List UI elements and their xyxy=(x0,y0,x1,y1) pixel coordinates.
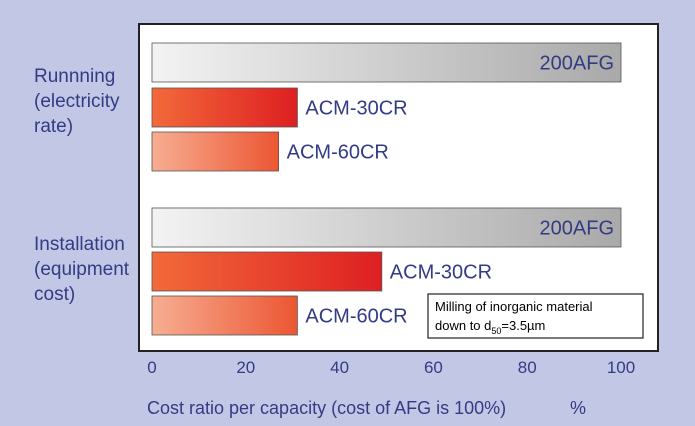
x-tick-label: 100 xyxy=(607,358,635,377)
x-axis-unit: % xyxy=(570,398,586,418)
annotation-line2: down to d50=3.5µm xyxy=(435,318,545,336)
group-label-line: rate) xyxy=(34,116,73,137)
bars-layer: 200AFG ACM-30CR ACM-60CR 200AFG ACM-30CR ACM-… xyxy=(151,42,622,336)
bar-acm-30cr xyxy=(151,251,383,292)
group-label-line: cost) xyxy=(34,284,75,305)
bar-acm-30cr xyxy=(151,87,298,128)
bar-label: ACM-30CR xyxy=(305,98,407,120)
x-tick-label: 40 xyxy=(330,358,349,377)
bar-200afg xyxy=(151,207,622,248)
annotation-frame xyxy=(427,293,644,339)
bar-label: 200AFG xyxy=(540,218,614,240)
bar-acm-60cr xyxy=(151,131,280,172)
group-labels: Runnning (electricity rate) Installation (eq… xyxy=(34,66,130,305)
group-label-line: Runnning xyxy=(34,66,115,87)
annotation-line1: Milling of inorganic material xyxy=(435,299,593,314)
bar-label: 200AFG xyxy=(540,53,614,75)
bar-acm-60cr xyxy=(151,295,298,336)
group-label-line: (equipment xyxy=(34,259,130,280)
x-axis-ticks: 0 20 40 60 80 100 xyxy=(147,358,635,377)
x-tick-label: 20 xyxy=(236,358,255,377)
group-label-line: (electricity xyxy=(34,91,120,112)
bar-label: ACM-60CR xyxy=(287,142,389,164)
x-tick-label: 60 xyxy=(424,358,443,377)
group-label-line: Installation xyxy=(34,234,125,255)
x-tick-label: 80 xyxy=(518,358,537,377)
x-axis-label: Cost ratio per capacity (cost of AFG is … xyxy=(147,398,506,418)
annotation-box: Milling of inorganic material down to d5… xyxy=(427,293,644,339)
bar-label: ACM-30CR xyxy=(390,262,492,284)
bar-label: ACM-60CR xyxy=(305,306,407,328)
bar-200afg xyxy=(151,42,622,83)
x-tick-label: 0 xyxy=(147,358,156,377)
